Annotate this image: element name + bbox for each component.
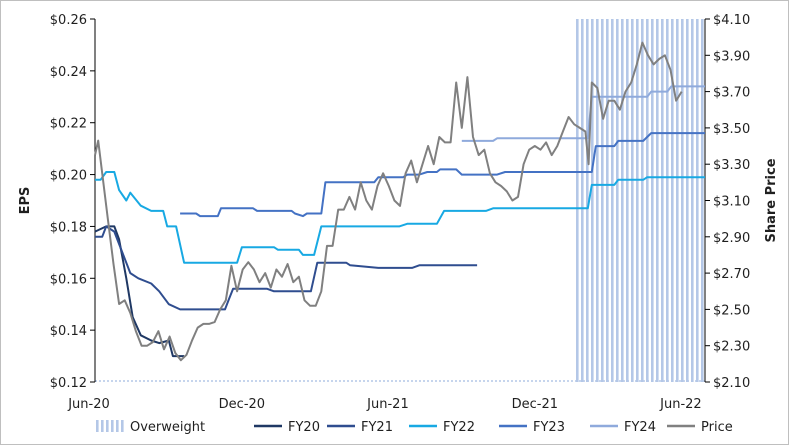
legend-label-overweight: Overweight [130, 420, 205, 435]
legend: Overweight FY20 FY21 FY22 FY23 FY24 Price [96, 420, 733, 435]
legend-label-fy23: FY23 [533, 420, 565, 435]
left-tick-label: $0.22 [50, 117, 87, 132]
right-tick-label: $2.10 [713, 376, 750, 391]
overweight-shading [95, 19, 705, 382]
right-axis-title: Share Price [764, 158, 779, 242]
left-tick-label: $0.18 [50, 220, 87, 235]
x-tick-label: Dec-21 [512, 397, 558, 412]
series-line-fy21 [95, 225, 478, 311]
right-tick-label: $2.90 [713, 231, 750, 246]
right-tick-label: $3.70 [713, 86, 750, 101]
legend-label-fy24: FY24 [624, 420, 656, 435]
x-tick-label: Jun-22 [659, 397, 702, 412]
right-tick-label: $4.10 [713, 13, 750, 28]
right-tick-label: $2.50 [713, 303, 750, 318]
right-tick-label: $2.70 [713, 267, 750, 282]
series-line-fy22 [95, 171, 705, 264]
left-tick-label: $0.26 [50, 13, 87, 28]
left-tick-label: $0.12 [50, 376, 87, 391]
right-tick-label: $3.30 [713, 158, 750, 173]
x-tick-label: Jun-21 [366, 397, 409, 412]
overweight-band-0 [574, 19, 705, 382]
series-line-fy24 [461, 85, 705, 142]
right-tick-label: $3.50 [713, 122, 750, 137]
series-line-price [94, 41, 683, 362]
x-tick-label: Dec-20 [219, 397, 265, 412]
axes: $0.12 $0.14 $0.16 $0.18 $0.20 $0.22 $0.24 $0.26… [18, 13, 779, 412]
right-tick-label: $2.30 [713, 340, 750, 355]
right-tick-label: $3.10 [713, 195, 750, 210]
series-line-fy20 [94, 225, 185, 358]
legend-label-fy22: FY22 [443, 420, 475, 435]
legend-label-fy20: FY20 [288, 420, 320, 435]
left-tick-label: $0.16 [50, 272, 87, 287]
left-tick-label: $0.24 [50, 65, 87, 80]
left-axis-title: EPS [18, 187, 33, 215]
legend-label-fy21: FY21 [361, 420, 393, 435]
legend-label-price: Price [701, 420, 733, 435]
right-tick-label: $3.90 [713, 49, 750, 64]
x-tick-label: Jun-20 [67, 397, 110, 412]
legend-swatch-overweight [96, 420, 124, 432]
series-lines [94, 41, 705, 362]
left-tick-label: $0.20 [50, 169, 87, 184]
left-tick-label: $0.14 [50, 324, 87, 339]
